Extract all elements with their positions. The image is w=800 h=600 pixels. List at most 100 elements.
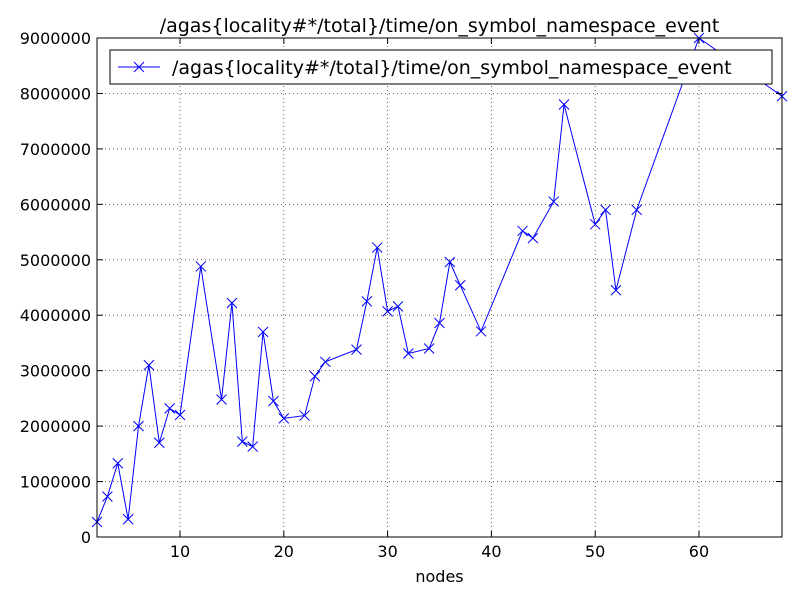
marker-stroke (164, 403, 176, 414)
marker-stroke (133, 61, 145, 73)
y-tick-label: 2000000 (20, 417, 91, 436)
axis-ticks: 10 20 30 40 50 60 0 1000000 2000000 3000000 400000… (20, 29, 782, 561)
marker-stroke (371, 242, 383, 253)
y-tick-label: 1000000 (20, 473, 91, 492)
marker-stroke (299, 410, 310, 421)
marker-stroke (527, 232, 539, 244)
y-tick-label: 0 (81, 528, 91, 547)
data-point-marker (631, 204, 643, 216)
marker-stroke (475, 325, 487, 337)
y-tick-label: 8000000 (20, 84, 91, 103)
marker-stroke (403, 348, 414, 359)
data-point-marker (153, 437, 165, 449)
marker-stroke (392, 300, 404, 312)
x-axis-label: nodes (415, 567, 463, 586)
data-point-marker (423, 343, 435, 354)
marker-stroke (216, 394, 227, 405)
marker-stroke (143, 359, 155, 371)
marker-stroke (309, 370, 321, 382)
legend-marker (133, 61, 145, 73)
data-point-marker (382, 305, 393, 317)
marker-stroke (361, 296, 373, 307)
marker-stroke (133, 420, 144, 432)
y-tick-label: 7000000 (20, 140, 91, 159)
plot-area-frame (96, 37, 783, 538)
x-tick-label: 50 (585, 542, 605, 561)
data-point-marker (226, 297, 238, 309)
marker-stroke (112, 457, 124, 469)
marker-stroke (236, 436, 248, 447)
data-point-marker (112, 457, 124, 469)
marker-stroke (278, 412, 290, 424)
marker-stroke (122, 513, 134, 525)
marker-stroke (517, 225, 528, 237)
data-point-marker (268, 395, 279, 407)
data-point-marker (195, 261, 207, 272)
x-tick-label: 40 (481, 542, 501, 561)
data-point-marker (299, 410, 310, 421)
y-tick-label: 3000000 (20, 362, 91, 381)
marker-stroke (434, 317, 445, 329)
data-point-marker (236, 436, 248, 447)
x-tick-label: 60 (689, 542, 709, 561)
marker-stroke (257, 326, 269, 338)
x-tick-label: 20 (274, 542, 294, 561)
marker-stroke (444, 256, 456, 268)
data-point-marker (257, 326, 269, 338)
marker-stroke (548, 196, 560, 207)
data-point-marker (517, 225, 528, 237)
data-point-marker (174, 409, 186, 421)
data-point-marker (527, 232, 539, 244)
data-point-marker (351, 344, 362, 355)
data-point-marker (610, 284, 622, 296)
marker-stroke (226, 297, 238, 309)
marker-stroke (610, 284, 622, 296)
data-point-marker (122, 513, 134, 525)
marker-stroke (454, 279, 466, 291)
x-tick-label: 30 (377, 542, 397, 561)
data-point-marker (392, 300, 404, 312)
data-point-marker (164, 403, 176, 414)
data-point-marker (247, 441, 259, 452)
legend-box (109, 49, 773, 85)
marker-stroke (351, 344, 362, 355)
marker-stroke (319, 356, 331, 368)
data-point-marker (143, 359, 155, 371)
data-point-marker (454, 279, 466, 291)
data-point-marker (600, 204, 611, 216)
legend: /agas{locality#*/total}/time/on_symbol_n… (109, 49, 773, 85)
marker-stroke (382, 305, 393, 317)
y-tick-label: 5000000 (20, 251, 91, 270)
marker-stroke (268, 395, 279, 407)
data-point-marker (403, 348, 414, 359)
legend-entry-label: /agas{locality#*/total}/time/on_symbol_n… (172, 57, 732, 79)
data-point-marker (589, 218, 601, 230)
data-point-marker (319, 356, 331, 368)
data-point-marker (558, 99, 570, 110)
marker-stroke (423, 343, 435, 354)
data-point-marker (444, 256, 456, 268)
data-point-marker (371, 242, 383, 253)
data-point-marker (278, 412, 290, 424)
data-point-marker (434, 317, 445, 329)
marker-stroke (102, 491, 113, 502)
data-point-marker (475, 325, 487, 337)
chart-title: /agas{locality#*/total}/time/on_symbol_n… (160, 15, 720, 37)
y-tick-label: 9000000 (20, 29, 91, 48)
data-point-marker (216, 394, 227, 405)
x-tick-label: 10 (170, 542, 190, 561)
marker-stroke (153, 437, 165, 449)
data-point-marker (102, 491, 113, 502)
marker-stroke (195, 261, 207, 272)
data-point-marker (361, 296, 373, 307)
data-point-marker (548, 196, 560, 207)
marker-stroke (589, 218, 601, 230)
data-point-marker (309, 370, 321, 382)
data-point-marker (133, 420, 144, 432)
marker-stroke (600, 204, 611, 216)
y-tick-label: 6000000 (20, 195, 91, 214)
marker-stroke (247, 441, 259, 452)
marker-stroke (174, 409, 186, 421)
